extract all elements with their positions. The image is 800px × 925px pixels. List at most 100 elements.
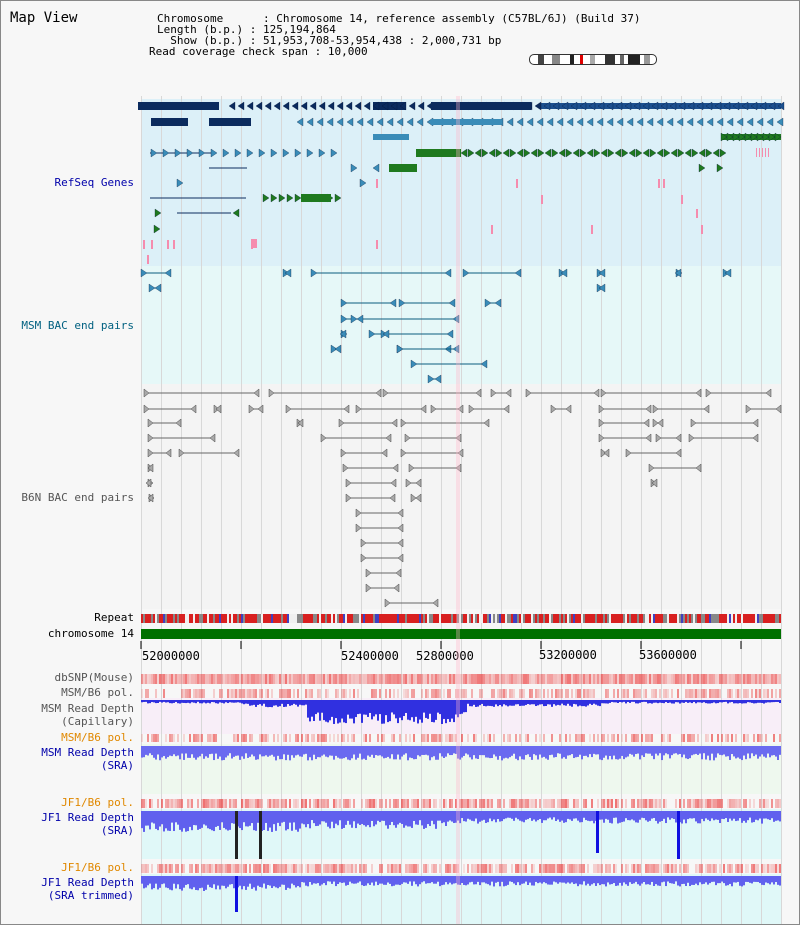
chromosome-ideogram[interactable] — [529, 54, 657, 65]
track-label-jf1-pol-2[interactable]: JF1/B6 pol. — [61, 861, 134, 874]
density-bar — [393, 864, 395, 873]
density-bar — [703, 689, 705, 698]
density-bar — [405, 799, 407, 808]
bac-end — [652, 418, 659, 428]
repeat-feature — [737, 614, 739, 623]
density-bar — [459, 689, 461, 698]
depth-bar — [315, 811, 317, 827]
depth-bar — [573, 876, 575, 885]
density-bar — [719, 674, 721, 684]
density-bar — [221, 674, 223, 684]
depth-bar — [379, 700, 381, 715]
density-bar — [423, 799, 425, 808]
repeat-feature — [173, 614, 175, 623]
depth-bar — [407, 876, 409, 884]
depth-bar — [623, 746, 625, 760]
repeat-feature — [529, 614, 531, 623]
bac-end — [397, 508, 404, 518]
density-bar — [527, 674, 529, 684]
density-bar — [569, 734, 571, 742]
track-label-msm-bac[interactable]: MSM BAC end pairs — [21, 319, 134, 332]
repeat-feature — [615, 614, 617, 623]
track-label-dbsnp[interactable]: dbSNP(Mouse) — [54, 671, 134, 684]
depth-bar — [293, 746, 295, 758]
track-label-msm-depth-sra[interactable]: MSM Read Depth — [41, 746, 134, 759]
depth-bar — [333, 700, 335, 724]
track-label-chromosome[interactable]: chromosome 14 — [47, 627, 134, 640]
depth-bar — [703, 876, 705, 884]
depth-bar — [583, 746, 585, 756]
track-label-jf1-pol-1[interactable]: JF1/B6 pol. — [61, 796, 134, 809]
density-bar — [151, 864, 153, 873]
depth-bar — [271, 700, 273, 708]
depth-bar — [509, 746, 511, 758]
depth-bar — [595, 746, 597, 755]
grid-line — [601, 96, 602, 924]
density-bar — [273, 734, 275, 742]
depth-bar — [303, 876, 305, 883]
depth-bar — [277, 811, 279, 823]
depth-bar — [671, 700, 673, 704]
gene-arrow — [565, 148, 573, 158]
density-bar — [317, 799, 319, 808]
repeat-feature — [563, 614, 565, 623]
density-bar — [345, 674, 347, 684]
track-label-msm-pol-1[interactable]: MSM/B6 pol. — [61, 686, 134, 699]
track-label-refseq[interactable]: RefSeq Genes — [54, 176, 134, 189]
depth-bar — [153, 746, 155, 758]
track-label-jf1-depth-sra[interactable]: JF1 Read Depth — [41, 811, 134, 824]
depth-bar — [301, 700, 303, 706]
repeat-feature — [743, 614, 745, 623]
repeat-feature — [775, 614, 777, 623]
depth-bar — [213, 700, 215, 703]
depth-bar — [651, 700, 653, 704]
depth-bar — [755, 811, 757, 820]
depth-bar — [179, 700, 181, 704]
depth-bar — [575, 811, 577, 819]
depth-bar — [369, 746, 371, 757]
gene-arrow — [278, 193, 286, 203]
depth-bar — [637, 811, 639, 823]
depth-bar — [377, 746, 379, 756]
gene-arrow — [210, 148, 218, 158]
depth-bar — [627, 876, 629, 886]
density-bar — [535, 689, 537, 698]
density-bar — [703, 799, 705, 808]
depth-bar — [429, 700, 431, 714]
density-bar — [241, 864, 243, 873]
repeat-feature — [197, 614, 199, 623]
depth-bar — [487, 700, 489, 706]
chromosome-bar[interactable] — [141, 629, 781, 639]
density-bar — [717, 689, 719, 698]
depth-bar — [725, 700, 727, 702]
repeat-feature — [405, 614, 407, 623]
track-label-jf1-depth-trim[interactable]: JF1 Read Depth — [41, 876, 134, 889]
density-bar — [349, 674, 351, 684]
density-bar — [225, 674, 227, 684]
depth-bar — [439, 746, 441, 754]
track-label-b6n-bac[interactable]: B6N BAC end pairs — [21, 491, 134, 504]
density-bar — [175, 864, 177, 873]
bac-end — [390, 478, 397, 488]
depth-bar — [689, 876, 691, 887]
density-bar — [505, 864, 507, 873]
depth-bar — [183, 876, 185, 888]
track-label-msm-depth-cap[interactable]: MSM Read Depth — [41, 702, 134, 715]
depth-bar — [329, 746, 331, 756]
depth-bar — [167, 811, 169, 831]
track-label-msm-pol-2[interactable]: MSM/B6 pol. — [61, 731, 134, 744]
track-label-repeat[interactable]: Repeat — [94, 611, 134, 624]
depth-bar — [265, 746, 267, 756]
density-bar — [149, 799, 151, 808]
repeat-feature — [535, 614, 537, 623]
depth-bar — [585, 746, 587, 756]
depth-bar — [459, 746, 461, 760]
density-bar — [669, 674, 671, 684]
depth-bar — [745, 746, 747, 760]
bac-end — [652, 404, 659, 414]
density-bar — [581, 864, 583, 873]
depth-bar — [211, 876, 213, 888]
gene-feature — [209, 118, 251, 126]
depth-bar — [741, 700, 743, 704]
